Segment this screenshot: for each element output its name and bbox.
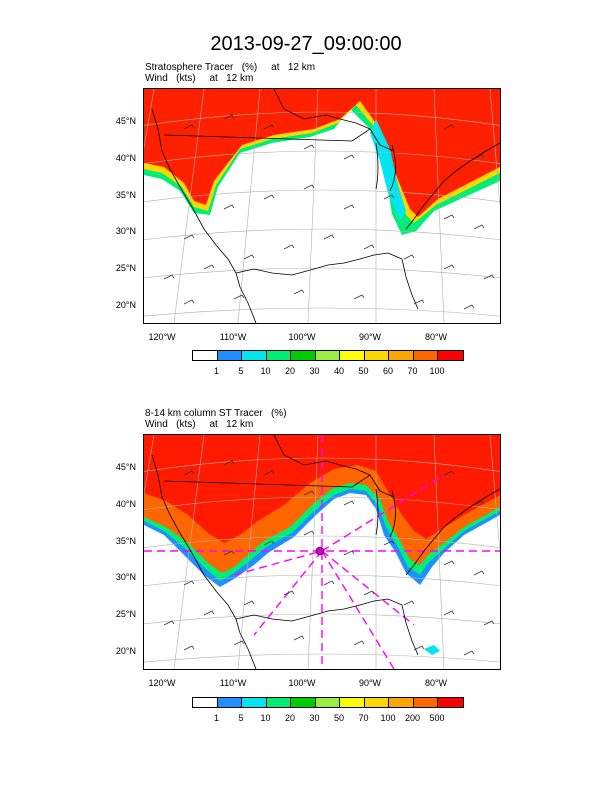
- colorbar-tick-label: 5: [238, 713, 244, 723]
- colorbar-swatch: [389, 698, 414, 707]
- panel2-colorbar: [192, 697, 464, 708]
- colorbar-swatch: [217, 698, 242, 707]
- colorbar-swatch: [242, 698, 267, 707]
- colorbar-swatch: [389, 351, 414, 360]
- cross-section-center-marker: [315, 546, 325, 556]
- figure-title: 2013-09-27_09:00:00: [210, 33, 402, 55]
- colorbar-swatch: [193, 351, 218, 360]
- wind-barbs: [163, 114, 495, 310]
- panel2-subtitle: Wind (kts) at 12 km: [145, 419, 254, 430]
- colorbar-tick-label: 10: [260, 366, 271, 376]
- colorbar-tick-label: 40: [333, 366, 344, 376]
- colorbar-swatch: [340, 351, 365, 360]
- colorbar-swatch: [266, 351, 291, 360]
- panel1-lat-label: 35°N: [115, 190, 136, 200]
- colorbar-tick-label: 70: [407, 366, 418, 376]
- panel2-lat-label: 20°N: [115, 646, 136, 656]
- panel1-subtitle: Wind (kts) at 12 km: [145, 73, 254, 84]
- panel2-lat-label: 40°N: [115, 499, 136, 509]
- colorbar-swatch: [364, 351, 389, 360]
- panel2-lat-label: 25°N: [115, 609, 136, 619]
- tracer-cyan-streak: [370, 119, 406, 221]
- panel2-lat-label: 45°N: [115, 462, 136, 472]
- colorbar-swatch: [217, 351, 242, 360]
- colorbar-tick-label: 50: [333, 713, 344, 723]
- colorbar-swatch: [315, 698, 340, 707]
- panel2-lon-label: 90°W: [358, 678, 382, 688]
- coastlines: [151, 435, 500, 669]
- colorbar-swatch: [242, 351, 267, 360]
- panel2-title: 8-14 km column ST Tracer (%): [145, 408, 287, 419]
- colorbar-tick-label: 30: [309, 713, 320, 723]
- tracer-core-red: [144, 89, 500, 217]
- panel1-lat-label: 45°N: [115, 116, 136, 126]
- graticule-lines: [144, 435, 500, 669]
- colorbar-swatch: [413, 351, 438, 360]
- colorbar-tick-label: 20: [284, 713, 295, 723]
- panel2-lon-label: 120°W: [148, 678, 176, 688]
- colorbar-tick-label: 60: [382, 366, 393, 376]
- panel1-lat-label: 30°N: [115, 226, 136, 236]
- panel1-lat-label: 40°N: [115, 153, 136, 163]
- panel1-lon-label: 120°W: [148, 332, 176, 342]
- graticule-lines: [144, 89, 500, 323]
- colorbar-swatch: [438, 698, 463, 707]
- colorbar-tick-label: 20: [284, 366, 295, 376]
- wind-barbs: [163, 460, 495, 656]
- panel1-lon-label: 90°W: [358, 332, 382, 342]
- colorbar-tick-label: 100: [429, 366, 445, 376]
- colorbar-tick-label: 200: [404, 713, 421, 723]
- colorbar-tick-label: 500: [429, 713, 445, 723]
- panel2-map: [143, 434, 501, 670]
- colorbar-swatch: [413, 698, 438, 707]
- colorbar-tick-label: 70: [358, 713, 369, 723]
- panel2-lat-label: 30°N: [115, 572, 136, 582]
- colorbar-tick-label: 5: [238, 366, 244, 376]
- colorbar-swatch: [193, 698, 218, 707]
- colorbar-swatch: [291, 351, 316, 360]
- colorbar-tick-label: 10: [260, 713, 271, 723]
- panel1-lat-label: 20°N: [115, 300, 136, 310]
- colorbar-swatch: [364, 698, 389, 707]
- colorbar-tick-label: 1: [213, 713, 219, 723]
- panel1-lon-label: 100°W: [288, 332, 316, 342]
- colorbar-tick-label: 100: [380, 713, 396, 723]
- panel1-colorbar: [192, 350, 464, 361]
- panel1-title: Stratosphere Tracer (%) at 12 km: [145, 62, 316, 73]
- colorbar-swatch: [291, 698, 316, 707]
- panel1-map: [143, 88, 501, 324]
- colorbar-swatch: [266, 698, 291, 707]
- panel2-lat-label: 35°N: [115, 536, 136, 546]
- panel1-lon-label: 110°W: [219, 332, 247, 342]
- colorbar-swatch: [438, 351, 463, 360]
- colorbar-swatch: [340, 698, 365, 707]
- panel1-lat-label: 25°N: [115, 263, 136, 273]
- coastlines: [151, 89, 500, 323]
- panel2-lon-label: 110°W: [219, 678, 247, 688]
- panel2-lon-label: 80°W: [424, 678, 448, 688]
- panel1-lon-label: 80°W: [424, 332, 448, 342]
- column-fringe-spot: [424, 645, 440, 655]
- colorbar-tick-label: 50: [358, 366, 369, 376]
- colorbar-swatch: [315, 351, 340, 360]
- colorbar-tick-label: 30: [309, 366, 320, 376]
- panel2-lon-label: 100°W: [288, 678, 316, 688]
- colorbar-tick-label: 1: [213, 366, 219, 376]
